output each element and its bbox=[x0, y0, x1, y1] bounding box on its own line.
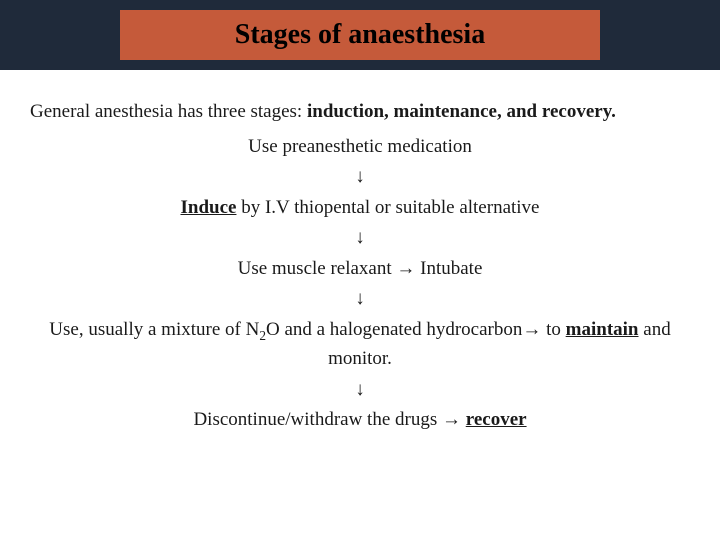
flow-arrow-4: ↓ bbox=[30, 376, 690, 405]
intro-bold: induction, maintenance, and recovery. bbox=[307, 101, 616, 122]
flow-arrow-3: ↓ bbox=[30, 285, 690, 314]
flow-arrow-2: ↓ bbox=[30, 224, 690, 253]
intro-text: General anesthesia has three stages: ind… bbox=[30, 100, 690, 125]
intro-prefix: General anesthesia has three stages: bbox=[30, 101, 307, 122]
content-area: General anesthesia has three stages: ind… bbox=[0, 70, 720, 435]
flow-step-2: Induce by I.V thiopental or suitable alt… bbox=[30, 194, 690, 223]
slide-title: Stages of anaesthesia bbox=[235, 19, 485, 51]
flow-step-5: Discontinue/withdraw the drugs → recover bbox=[30, 406, 690, 435]
step4-mid: O and a halogenated hydrocarbon→ to bbox=[266, 319, 566, 340]
flow-step-1: Use preanesthetic medication bbox=[30, 133, 690, 162]
step5-pre: Discontinue/withdraw the drugs → bbox=[193, 409, 465, 430]
step4-pre: Use, usually a mixture of N bbox=[49, 319, 259, 340]
step4-sub: 2 bbox=[259, 327, 266, 342]
recover-word: recover bbox=[466, 409, 527, 430]
flow-sequence: Use preanesthetic medication ↓ Induce by… bbox=[30, 133, 690, 435]
title-box: Stages of anaesthesia bbox=[120, 10, 600, 60]
header-band: Stages of anaesthesia bbox=[0, 0, 720, 70]
flow-step-4: Use, usually a mixture of N2O and a halo… bbox=[30, 316, 690, 374]
flow-arrow-1: ↓ bbox=[30, 163, 690, 192]
induce-word: Induce bbox=[180, 197, 236, 218]
maintain-word: maintain bbox=[566, 319, 639, 340]
flow-step-3: Use muscle relaxant → Intubate bbox=[30, 255, 690, 284]
step2-rest: by I.V thiopental or suitable alternativ… bbox=[236, 197, 539, 218]
